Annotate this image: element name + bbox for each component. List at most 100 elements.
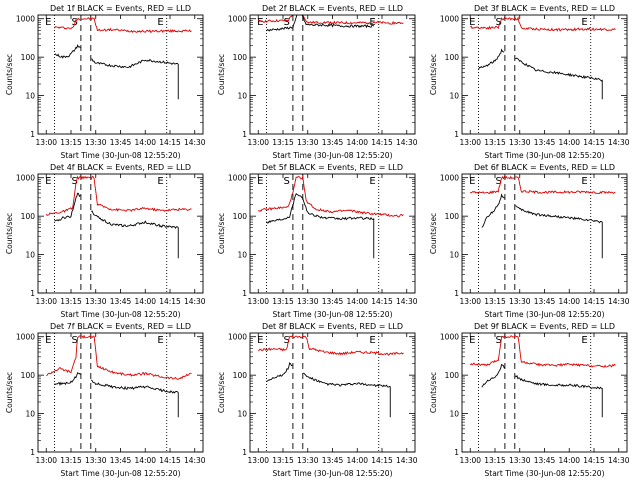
y-tick-label: 100 — [233, 53, 248, 62]
events-series-line — [514, 57, 603, 100]
time-marker-label: E — [469, 17, 475, 28]
panel-title: Det 4f BLACK = Events, RED = LLD — [50, 163, 191, 172]
y-tick-label: 1000 — [440, 333, 459, 342]
x-tick-label: 13:45 — [110, 138, 132, 147]
events-series-line — [266, 15, 375, 32]
lld-series-line — [469, 335, 616, 368]
events-series-line — [91, 210, 179, 259]
x-tick-label: 13:45 — [534, 456, 556, 465]
events-series-line — [481, 363, 505, 388]
x-tick-label: 14:00 — [558, 297, 580, 306]
x-tick-label: 14:00 — [346, 297, 368, 306]
panel-title: Det 9f BLACK = Events, RED = LLD — [474, 322, 615, 331]
time-marker-label: E — [581, 176, 587, 187]
x-tick-label: 13:15 — [60, 138, 82, 147]
detector-panel-8: Det 8f BLACK = Events, RED = LLD Start Ti… — [217, 322, 418, 478]
x-tick-label: 14:15 — [583, 138, 605, 147]
x-tick-label: 14:15 — [583, 297, 605, 306]
lld-series-line — [257, 175, 404, 218]
events-series-line — [478, 48, 505, 70]
x-tick-label: 13:00 — [459, 297, 481, 306]
detector-panel-5: Det 5f BLACK = Events, RED = LLD Start Ti… — [217, 163, 418, 319]
plot-frame — [249, 173, 416, 294]
x-tick-label: 13:30 — [85, 297, 107, 306]
x-tick-label: 13:45 — [322, 456, 344, 465]
x-tick-label: 14:30 — [608, 138, 630, 147]
x-tick-label: 13:45 — [322, 138, 344, 147]
detector-panel-9: Det 9f BLACK = Events, RED = LLD Start Ti… — [429, 322, 630, 478]
time-marker-label: S — [72, 335, 78, 346]
y-tick-label: 1000 — [228, 333, 247, 342]
events-series-line — [481, 193, 505, 228]
y-tick-label: 1 — [454, 448, 459, 457]
y-tick-label: 100 — [21, 212, 36, 221]
x-tick-label: 13:30 — [85, 138, 107, 147]
detector-panel-2: Det 2f BLACK = Events, RED = LLD Start Ti… — [217, 4, 418, 160]
detector-panel-3: Det 3f BLACK = Events, RED = LLD Start Ti… — [429, 4, 630, 160]
panel-title: Det 6f BLACK = Events, RED = LLD — [474, 163, 615, 172]
plot-frame — [249, 332, 416, 453]
events-series-line — [266, 193, 375, 259]
y-tick-label: 10 — [237, 92, 247, 101]
x-tick-label: 13:00 — [247, 456, 269, 465]
time-marker-label: E — [369, 335, 375, 346]
events-series-line — [515, 205, 603, 259]
x-tick-label: 13:45 — [110, 297, 132, 306]
y-tick-label: 100 — [233, 212, 248, 221]
x-tick-label: 14:15 — [583, 456, 605, 465]
x-tick-label: 14:30 — [184, 138, 206, 147]
y-tick-label: 10 — [449, 251, 459, 260]
x-tick-label: 13:15 — [272, 456, 294, 465]
detector-panel-1: Det 1f BLACK = Events, RED = LLD Start Ti… — [5, 4, 206, 160]
y-tick-label: 1000 — [440, 15, 459, 24]
lld-series-line — [54, 17, 192, 34]
x-tick-label: 14:00 — [134, 297, 156, 306]
y-tick-label: 10 — [237, 410, 247, 419]
y-tick-label: 1000 — [228, 174, 247, 183]
lld-series-line — [45, 175, 192, 217]
time-marker-label: S — [284, 17, 290, 28]
y-tick-label: 10 — [449, 92, 459, 101]
x-tick-label: 14:00 — [346, 456, 368, 465]
time-marker-label: E — [257, 17, 263, 28]
panel-title: Det 1f BLACK = Events, RED = LLD — [50, 4, 191, 13]
events-series-line — [90, 379, 179, 418]
events-series-line — [91, 58, 179, 100]
y-tick-label: 1 — [242, 130, 247, 139]
x-axis-label: Start Time (30-Jun-08 12:55:20) — [485, 310, 605, 319]
time-marker-label: S — [284, 176, 290, 187]
y-axis-label: Counts/sec — [217, 54, 226, 95]
x-axis-label: Start Time (30-Jun-08 12:55:20) — [273, 310, 393, 319]
x-tick-label: 13:00 — [459, 138, 481, 147]
y-tick-label: 10 — [25, 92, 35, 101]
x-tick-label: 14:15 — [159, 456, 181, 465]
detector-panel-6: Det 6f BLACK = Events, RED = LLD Start Ti… — [429, 163, 630, 319]
y-axis-label: Counts/sec — [217, 213, 226, 254]
events-series-line — [54, 372, 81, 386]
y-tick-label: 100 — [445, 371, 460, 380]
x-tick-label: 13:15 — [484, 138, 506, 147]
time-marker-label: E — [469, 335, 475, 346]
y-tick-label: 10 — [449, 410, 459, 419]
x-tick-label: 14:00 — [558, 138, 580, 147]
y-axis-label: Counts/sec — [429, 213, 438, 254]
x-tick-label: 14:00 — [346, 138, 368, 147]
time-marker-label: E — [157, 176, 163, 187]
events-series-line — [54, 192, 81, 222]
detector-panel-4: Det 4f BLACK = Events, RED = LLD Start Ti… — [5, 163, 206, 319]
x-tick-label: 14:30 — [608, 297, 630, 306]
x-tick-label: 14:30 — [396, 456, 418, 465]
y-tick-label: 10 — [25, 410, 35, 419]
time-marker-label: E — [45, 335, 51, 346]
x-tick-label: 13:00 — [35, 138, 57, 147]
events-series-line — [514, 374, 603, 418]
x-axis-label: Start Time (30-Jun-08 12:55:20) — [61, 310, 181, 319]
time-marker-label: E — [469, 176, 475, 187]
x-tick-label: 13:00 — [247, 297, 269, 306]
panel-title: Det 5f BLACK = Events, RED = LLD — [262, 163, 403, 172]
x-tick-label: 14:30 — [396, 138, 418, 147]
x-axis-label: Start Time (30-Jun-08 12:55:20) — [485, 469, 605, 478]
panel-title: Det 2f BLACK = Events, RED = LLD — [262, 4, 403, 13]
plot-frame — [461, 173, 628, 294]
lld-series-line — [470, 16, 616, 32]
